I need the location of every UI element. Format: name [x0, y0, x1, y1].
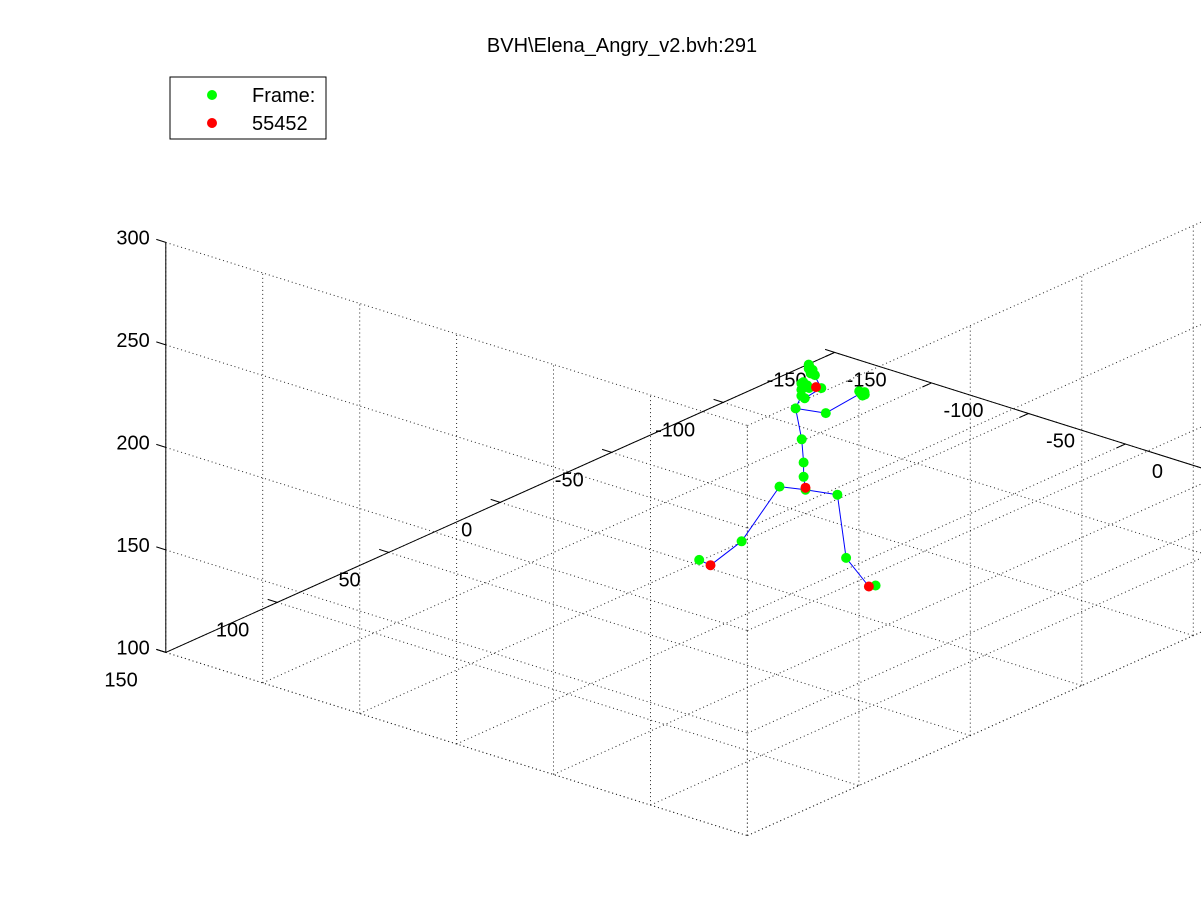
y-tick-mark [490, 498, 501, 503]
floor-gridline-x [359, 413, 1029, 714]
x-tick-label: -100 [943, 400, 983, 422]
y-tick-mark [601, 448, 612, 453]
z-tick-label: 250 [116, 330, 149, 352]
y-tick-mark [713, 398, 724, 403]
skeleton-joints [694, 359, 881, 592]
joint-head-end [811, 382, 821, 393]
joint-r-hand8 [859, 387, 870, 398]
y-tick-label: -50 [555, 469, 584, 491]
joint-spine1 [798, 471, 809, 482]
y-tick-label: 100 [216, 619, 249, 641]
sidewall-gridline-horizontal [747, 529, 1201, 734]
joint-l-hip [774, 481, 785, 492]
y-tick-mark [824, 348, 835, 353]
x-axis-line [834, 351, 1201, 469]
x-tick-mark [922, 382, 932, 388]
y-tick-label: -100 [655, 419, 695, 441]
joint-r-knee [841, 552, 852, 563]
joint-l-toe [694, 554, 705, 565]
floor-gridline-y [500, 501, 1082, 687]
legend-marker-frame [207, 90, 217, 100]
legend-box [169, 76, 327, 140]
legend-label-55452: 55452 [252, 113, 308, 135]
z-tick-label: 100 [116, 637, 149, 659]
skeleton-bones [698, 364, 876, 587]
y-tick-label: -150 [767, 369, 807, 391]
z-tick-mark [156, 341, 166, 346]
floor-gridline-y [834, 351, 1201, 469]
sidewall-gridline-horizontal [747, 631, 1201, 837]
bone-hips-r-hip [805, 489, 838, 496]
floor-gridline-x [650, 557, 1201, 806]
floor-gridline-y [611, 451, 1194, 637]
y-tick-label: 150 [104, 669, 137, 691]
bone-neck-r-shoulder [795, 407, 826, 414]
backwall-gridline-horizontal [165, 549, 748, 734]
y-tick-mark [379, 548, 389, 553]
joint-neck [790, 403, 801, 414]
x-tick-label: -150 [847, 369, 887, 391]
legend: Frame: 55452 [169, 76, 327, 140]
joint-l-ankle [705, 560, 716, 571]
y-axis-line [165, 351, 835, 653]
floor-gridline-y [277, 601, 860, 787]
joint-r-hip [832, 489, 843, 500]
joint-l-hand6 [807, 364, 818, 375]
x-tick-mark [1019, 413, 1029, 419]
floor-gridline-x [747, 631, 1201, 837]
floor-gridline-y [722, 401, 1201, 554]
z-tick-label: 300 [116, 227, 149, 249]
grid-lines [165, 221, 1201, 837]
backwall-gridline-horizontal [165, 344, 748, 529]
y-tick-mark [267, 598, 278, 603]
z-tick-mark [156, 443, 166, 448]
y-tick-label: 50 [338, 569, 360, 591]
joint-hips-end [800, 482, 811, 493]
chart-title: BVH\Elena_Angry_v2.bvh:291 [487, 35, 757, 57]
joint-r-ankle [863, 581, 874, 592]
legend-label-frame: Frame: [252, 85, 315, 107]
floor-gridline-y [388, 551, 971, 737]
bone-l-hip-l-knee [741, 486, 780, 542]
axes: -150-100-50050100150-150-100-50050100150… [104, 227, 1201, 691]
x-tick-mark [825, 351, 835, 357]
joint-spine2 [798, 457, 809, 468]
backwall-gridline-horizontal [165, 241, 748, 427]
joint-spine3 [796, 434, 807, 445]
z-tick-mark [156, 648, 166, 653]
backwall-gridline-horizontal [165, 651, 748, 837]
y-tick-label: 0 [461, 519, 472, 541]
x-tick-label: 0 [1152, 461, 1163, 483]
bone-r-knee-r-ankle [845, 557, 870, 587]
z-tick-label: 150 [116, 535, 149, 557]
floor-gridline-x [262, 382, 932, 684]
z-tick-mark [156, 546, 166, 551]
bone-spine3-neck [795, 408, 803, 440]
sidewall-gridline-horizontal [747, 221, 1201, 427]
x-tick-label: -50 [1046, 431, 1075, 453]
bone-l-knee-l-ankle [710, 540, 742, 566]
z-tick-mark [156, 238, 166, 243]
joint-l-collar [799, 393, 810, 404]
joint-r-shoulder [820, 408, 831, 419]
legend-marker-55452 [207, 118, 217, 128]
x-tick-mark [1116, 443, 1126, 449]
bone-r-hip-r-knee [836, 494, 847, 558]
joint-l-knee [736, 536, 747, 547]
z-tick-label: 200 [116, 432, 149, 454]
backwall-gridline-horizontal [165, 446, 748, 632]
bone-r-shoulder-r-elbow [825, 392, 863, 414]
